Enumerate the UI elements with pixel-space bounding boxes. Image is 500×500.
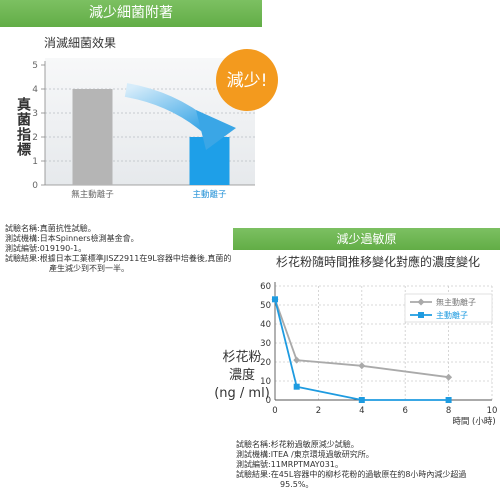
bar-chart-y-label: 真菌指標 (15, 97, 31, 157)
bar-category-label: 主動離子 (192, 189, 227, 200)
note-line: 試驗名稱:真菌抗性試驗。 (5, 224, 96, 233)
legend-label: 主動離子 (436, 310, 468, 320)
allergen-test-notes: 試驗名稱:杉花粉過敏原減少試驗。 測試機構:ITEA /東京環境過敏研究所。 測… (236, 440, 498, 490)
bar-chart-title: 消滅細菌效果 (44, 36, 117, 50)
line-x-tick-label: 4 (359, 406, 364, 416)
badge-label: 減少! (227, 71, 268, 91)
line-x-tick-label: 2 (316, 406, 321, 416)
line-y-tick-label: 0 (266, 396, 271, 406)
note-line: 試驗名稱:杉花粉過敏原減少試驗。 (236, 440, 359, 449)
line-chart-title: 杉花粉隨時間推移變化對應的濃度變化 (276, 255, 481, 269)
legend-label: 無主動離子 (436, 297, 476, 307)
line-point (293, 356, 301, 364)
bar-y-tick-label: 1 (32, 157, 38, 167)
line-point (418, 312, 424, 318)
line-point (445, 397, 452, 403)
bar-y-tick-label: 2 (32, 133, 38, 143)
reduce-arrow-icon (124, 83, 236, 150)
line-y-tick-label: 10 (260, 377, 271, 387)
bar-category-label: 無主動離子 (71, 189, 114, 200)
line-x-label: 時間 (小時) (452, 416, 495, 427)
series-line (274, 298, 449, 379)
line-point (358, 397, 365, 403)
bar-chart: 0 1 2 3 4 5 無主動離子 主動離子 (32, 61, 255, 200)
line-y-label: 杉花粉 (222, 349, 261, 365)
bar-y-tick-label: 3 (32, 109, 38, 119)
note-line: 測試機構:ITEA /東京環境過敏研究所。 (236, 450, 374, 459)
note-line: 測試編號:11MRPTMAY031。 (236, 460, 343, 469)
line-y-tick-label: 30 (260, 339, 271, 349)
bar-y-tick-label: 0 (32, 181, 38, 191)
line-y-tick-label: 50 (260, 301, 271, 311)
note-line: 測試機構:日本Spinners檢測基金會。 (5, 234, 139, 243)
line-y-label: 濃度 (229, 367, 255, 383)
note-line: 95.5%。 (280, 480, 314, 489)
series-line (274, 299, 449, 401)
allergen-section-header: 減少過敏原 (233, 228, 500, 250)
bacteria-section-header: 減少細菌附著 (0, 0, 262, 27)
line-x-tick-label: 0 (272, 406, 277, 416)
line-point (358, 362, 366, 370)
line-y-tick-label: 40 (260, 320, 271, 330)
line-x-tick-label: 10 (487, 406, 498, 416)
line-point (417, 298, 425, 306)
line-y-tick-label: 60 (260, 282, 271, 292)
note-line: 測試編號:019190-1。 (5, 244, 87, 253)
line-x-tick-label: 6 (402, 406, 407, 416)
bar-y-tick-label: 4 (32, 85, 38, 95)
note-line: 產生減少到不到一半。 (49, 264, 129, 273)
bar-y-tick-label: 5 (32, 61, 38, 71)
reduce-badge: 減少! (216, 49, 278, 111)
note-line: 試驗結果:根據日本工業標準JISZ2911在9L容器中培養後,真菌的 (5, 254, 232, 263)
note-line: 試驗結果:在45L容器中的柳杉花粉的過敏原在約8小時內減少超過 (236, 470, 467, 479)
bacteria-test-notes: 試驗名稱:真菌抗性試驗。 測試機構:日本Spinners檢測基金會。 測試編號:… (5, 224, 280, 274)
line-y-tick-label: 20 (260, 358, 271, 368)
bar (72, 89, 113, 185)
line-y-label: (ng / ml) (214, 386, 270, 401)
line-point (293, 383, 300, 390)
line-point (445, 373, 453, 381)
line-x-tick-label: 8 (446, 406, 451, 416)
badge-circle (216, 49, 278, 111)
line-point (272, 296, 278, 303)
